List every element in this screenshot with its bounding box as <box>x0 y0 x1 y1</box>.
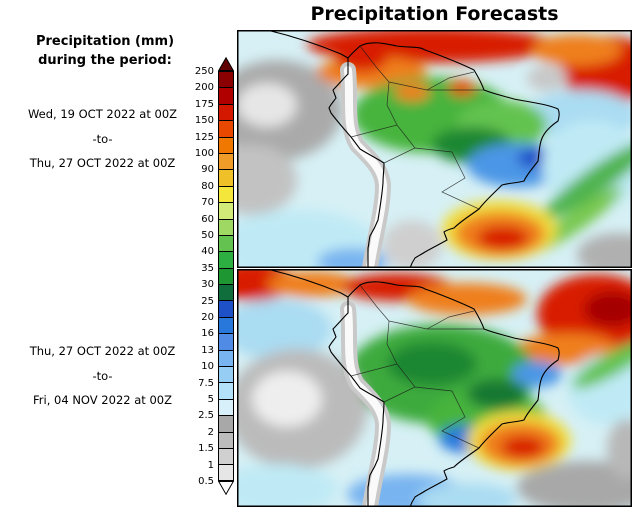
map-frame-1 <box>237 30 632 268</box>
period-2-dates: Thu, 27 OCT 2022 at 00Z -to- Fri, 04 NOV… <box>0 344 205 409</box>
colorbar-tick-label: 10 <box>201 361 214 373</box>
colorbar-segment <box>218 382 234 399</box>
colorbar-tick-label: 30 <box>201 279 214 291</box>
colorbar-segment <box>218 251 234 268</box>
colorbar-tick-label: 20 <box>201 312 214 323</box>
legend-heading: Precipitation (mm) during the period: <box>5 33 205 71</box>
country-borders-1 <box>350 45 484 210</box>
map-graphic-1 <box>237 30 632 268</box>
colorbar-tick-label: 150 <box>194 115 214 127</box>
colorbar-segment <box>218 447 234 465</box>
colorbar-tick-label: 1.5 <box>198 443 214 455</box>
period-1-dates: Wed, 19 OCT 2022 at 00Z -to- Thu, 27 OCT… <box>0 107 205 172</box>
colorbar-tick-label: 250 <box>194 66 214 77</box>
colorbar-tick-label: 2.5 <box>198 410 214 422</box>
period-2-separator: -to- <box>92 368 113 383</box>
colorbar-tick-label: 7.5 <box>198 377 214 389</box>
colorbar-segment <box>218 202 234 219</box>
period-1-separator: -to- <box>92 131 113 146</box>
colorbar-tick-label: 50 <box>201 230 214 241</box>
colorbar-tick-label: 0.5 <box>198 476 214 487</box>
colorbar-tick-label: 100 <box>194 148 214 159</box>
andes-ridge-core-2 <box>344 305 388 507</box>
colorbar-segment <box>218 234 234 252</box>
colorbar-segment <box>218 300 234 317</box>
colorbar-tick-label: 175 <box>194 98 214 110</box>
colorbar-arrow-down <box>218 480 234 495</box>
colorbar-labels: 250 200 175 150 125 100 90 80 70 60 50 40 35 30 25 20 16… <box>180 57 214 497</box>
colorbar-tick-label: 2 <box>207 426 214 438</box>
colorbar-segment <box>218 284 234 301</box>
map-frame-2 <box>237 269 632 507</box>
colorbar-tick-label: 16 <box>201 328 214 340</box>
colorbar-segment <box>218 136 234 153</box>
colorbar-tick-label: 80 <box>201 180 214 192</box>
andes-ridge-core-1 <box>344 66 388 268</box>
colorbar-tick-label: 25 <box>201 295 214 307</box>
colorbar-segment <box>218 120 234 137</box>
colorbar-tick-label: 1 <box>207 459 214 471</box>
colorbar-tick-label: 5 <box>207 394 214 405</box>
colorbar-segment <box>218 349 234 367</box>
colorbar-bar <box>218 57 234 495</box>
colorbar-arrow-up <box>218 57 234 71</box>
period-2-date-from: Thu, 27 OCT 2022 at 00Z <box>29 344 176 358</box>
coastline-1 <box>266 30 560 268</box>
period-1-date-to: Thu, 27 OCT 2022 at 00Z <box>29 156 176 171</box>
colorbar-segment <box>218 87 234 104</box>
page-title: Precipitation Forecasts <box>310 3 559 25</box>
colorbar-tick-label: 13 <box>201 344 214 356</box>
colorbar-segment <box>218 218 234 235</box>
precip-field-2 <box>237 269 632 507</box>
colorbar-segment <box>218 366 234 383</box>
country-borders-2 <box>350 284 484 449</box>
period-2-date-to: Fri, 04 NOV 2022 at 00Z <box>33 393 172 408</box>
colorbar: 250 200 175 150 125 100 90 80 70 60 50 40 35 30 25 20 16… <box>180 57 236 497</box>
colorbar-tick-label: 200 <box>194 82 214 94</box>
colorbar-tick-label: 35 <box>201 262 214 274</box>
colorbar-segment <box>218 431 234 448</box>
colorbar-tick-label: 40 <box>201 246 214 258</box>
colorbar-tick-label: 90 <box>201 164 214 176</box>
colorbar-segment <box>218 185 234 203</box>
colorbar-tick-label: 70 <box>201 197 214 209</box>
colorbar-segment <box>218 103 234 121</box>
colorbar-tick-label: 60 <box>201 213 214 225</box>
colorbar-segment <box>218 464 234 481</box>
colorbar-segment <box>218 415 234 432</box>
colorbar-segment <box>218 152 234 170</box>
legend-heading-line2: during the period: <box>38 52 172 68</box>
precip-field-1 <box>237 30 632 268</box>
legend-heading-line1: Precipitation (mm) <box>35 34 175 49</box>
forecast-map-period-2 <box>237 269 632 507</box>
period-1-date-from: Wed, 19 OCT 2022 at 00Z <box>27 107 178 121</box>
colorbar-segment <box>218 267 234 285</box>
forecast-map-period-1 <box>237 30 632 268</box>
coastline-2 <box>266 269 560 507</box>
colorbar-segment <box>218 169 234 186</box>
colorbar-tick-label: 125 <box>194 131 214 143</box>
colorbar-segment <box>218 333 234 350</box>
colorbar-segment <box>218 398 234 416</box>
map-graphic-2 <box>237 269 632 507</box>
colorbar-segment <box>218 316 234 334</box>
colorbar-segment <box>218 71 234 88</box>
colorbar-segments <box>218 71 234 481</box>
